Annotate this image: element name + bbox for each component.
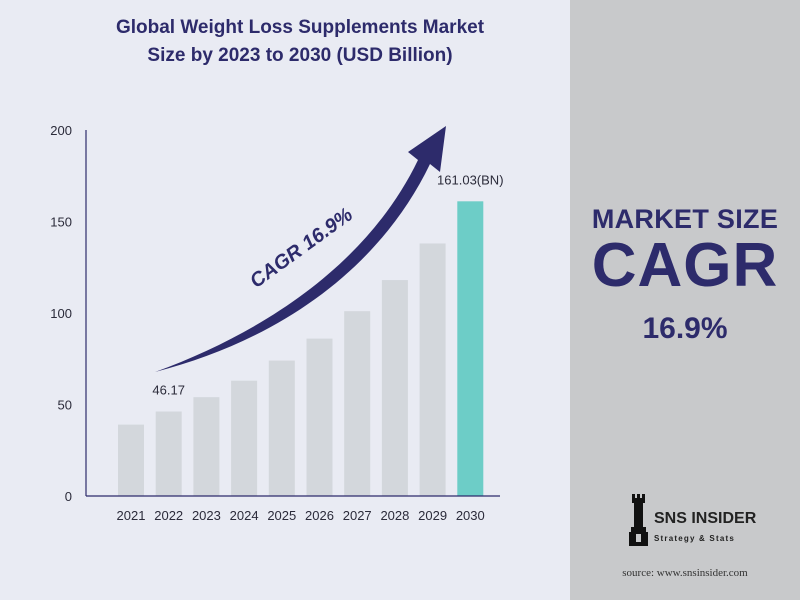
data-label: 161.03(BN) bbox=[437, 172, 503, 187]
bar-chart: 0 50 100 150 200 2021 2022 2023 2024 2025 2026 2027… bbox=[50, 123, 503, 523]
sns-insider-logo: SNS INSIDER Strategy & Stats bbox=[626, 490, 776, 550]
side-panel bbox=[570, 0, 800, 600]
bar-2022 bbox=[155, 411, 182, 496]
source-note: source: www.snsinsider.com bbox=[622, 567, 748, 579]
chart-title: Global Weight Loss Supplements Market Si… bbox=[40, 14, 560, 70]
labels-layer: 46.17 161.03(BN) bbox=[152, 172, 503, 397]
cagr-label: CAGR bbox=[591, 231, 779, 300]
x-tick-label: 2024 bbox=[230, 508, 259, 523]
bar-2029 bbox=[419, 243, 446, 496]
bar-2028 bbox=[381, 280, 408, 496]
bar-2030 bbox=[457, 201, 484, 496]
x-tick-label: 2029 bbox=[418, 508, 447, 523]
axes-layer: 0 50 100 150 200 2021 2022 2023 2024 2025 2026 2027… bbox=[50, 123, 500, 523]
chart-title-line-1: Global Weight Loss Supplements Market bbox=[115, 17, 485, 38]
cagr-value: 16.9% bbox=[642, 312, 728, 345]
x-tick-label: 2026 bbox=[305, 508, 334, 523]
cagr-arrow-body bbox=[155, 126, 446, 372]
logo-name: SNS INSIDER bbox=[654, 510, 757, 527]
y-tick-label: 200 bbox=[50, 123, 72, 138]
logo-tagline: Strategy & Stats bbox=[654, 534, 735, 543]
bar-2026 bbox=[306, 338, 333, 496]
bar-2027 bbox=[344, 311, 371, 496]
x-tick-label: 2027 bbox=[343, 508, 372, 523]
y-tick-label: 0 bbox=[65, 489, 72, 504]
bar-2025 bbox=[268, 360, 295, 496]
x-tick-label: 2022 bbox=[154, 508, 183, 523]
cagr-annotation: CAGR 16.9% bbox=[246, 204, 357, 293]
y-tick-label: 150 bbox=[50, 215, 72, 230]
bar-2024 bbox=[231, 380, 258, 496]
y-tick-label: 50 bbox=[58, 398, 72, 413]
x-tick-label: 2028 bbox=[380, 508, 409, 523]
x-tick-label: 2021 bbox=[117, 508, 146, 523]
y-tick-label: 100 bbox=[50, 306, 72, 321]
x-tick-label: 2025 bbox=[267, 508, 296, 523]
bars-layer bbox=[118, 201, 484, 496]
bar-2021 bbox=[118, 424, 144, 496]
bar-2023 bbox=[193, 397, 220, 496]
chart-title-line-2: Size by 2023 to 2030 (USD Billion) bbox=[147, 45, 453, 66]
market-size-label: MARKET SIZE bbox=[591, 204, 779, 234]
x-tick-label: 2030 bbox=[456, 508, 485, 523]
data-label: 46.17 bbox=[152, 383, 185, 398]
chess-rook-icon bbox=[629, 494, 648, 546]
x-tick-label: 2023 bbox=[192, 508, 221, 523]
